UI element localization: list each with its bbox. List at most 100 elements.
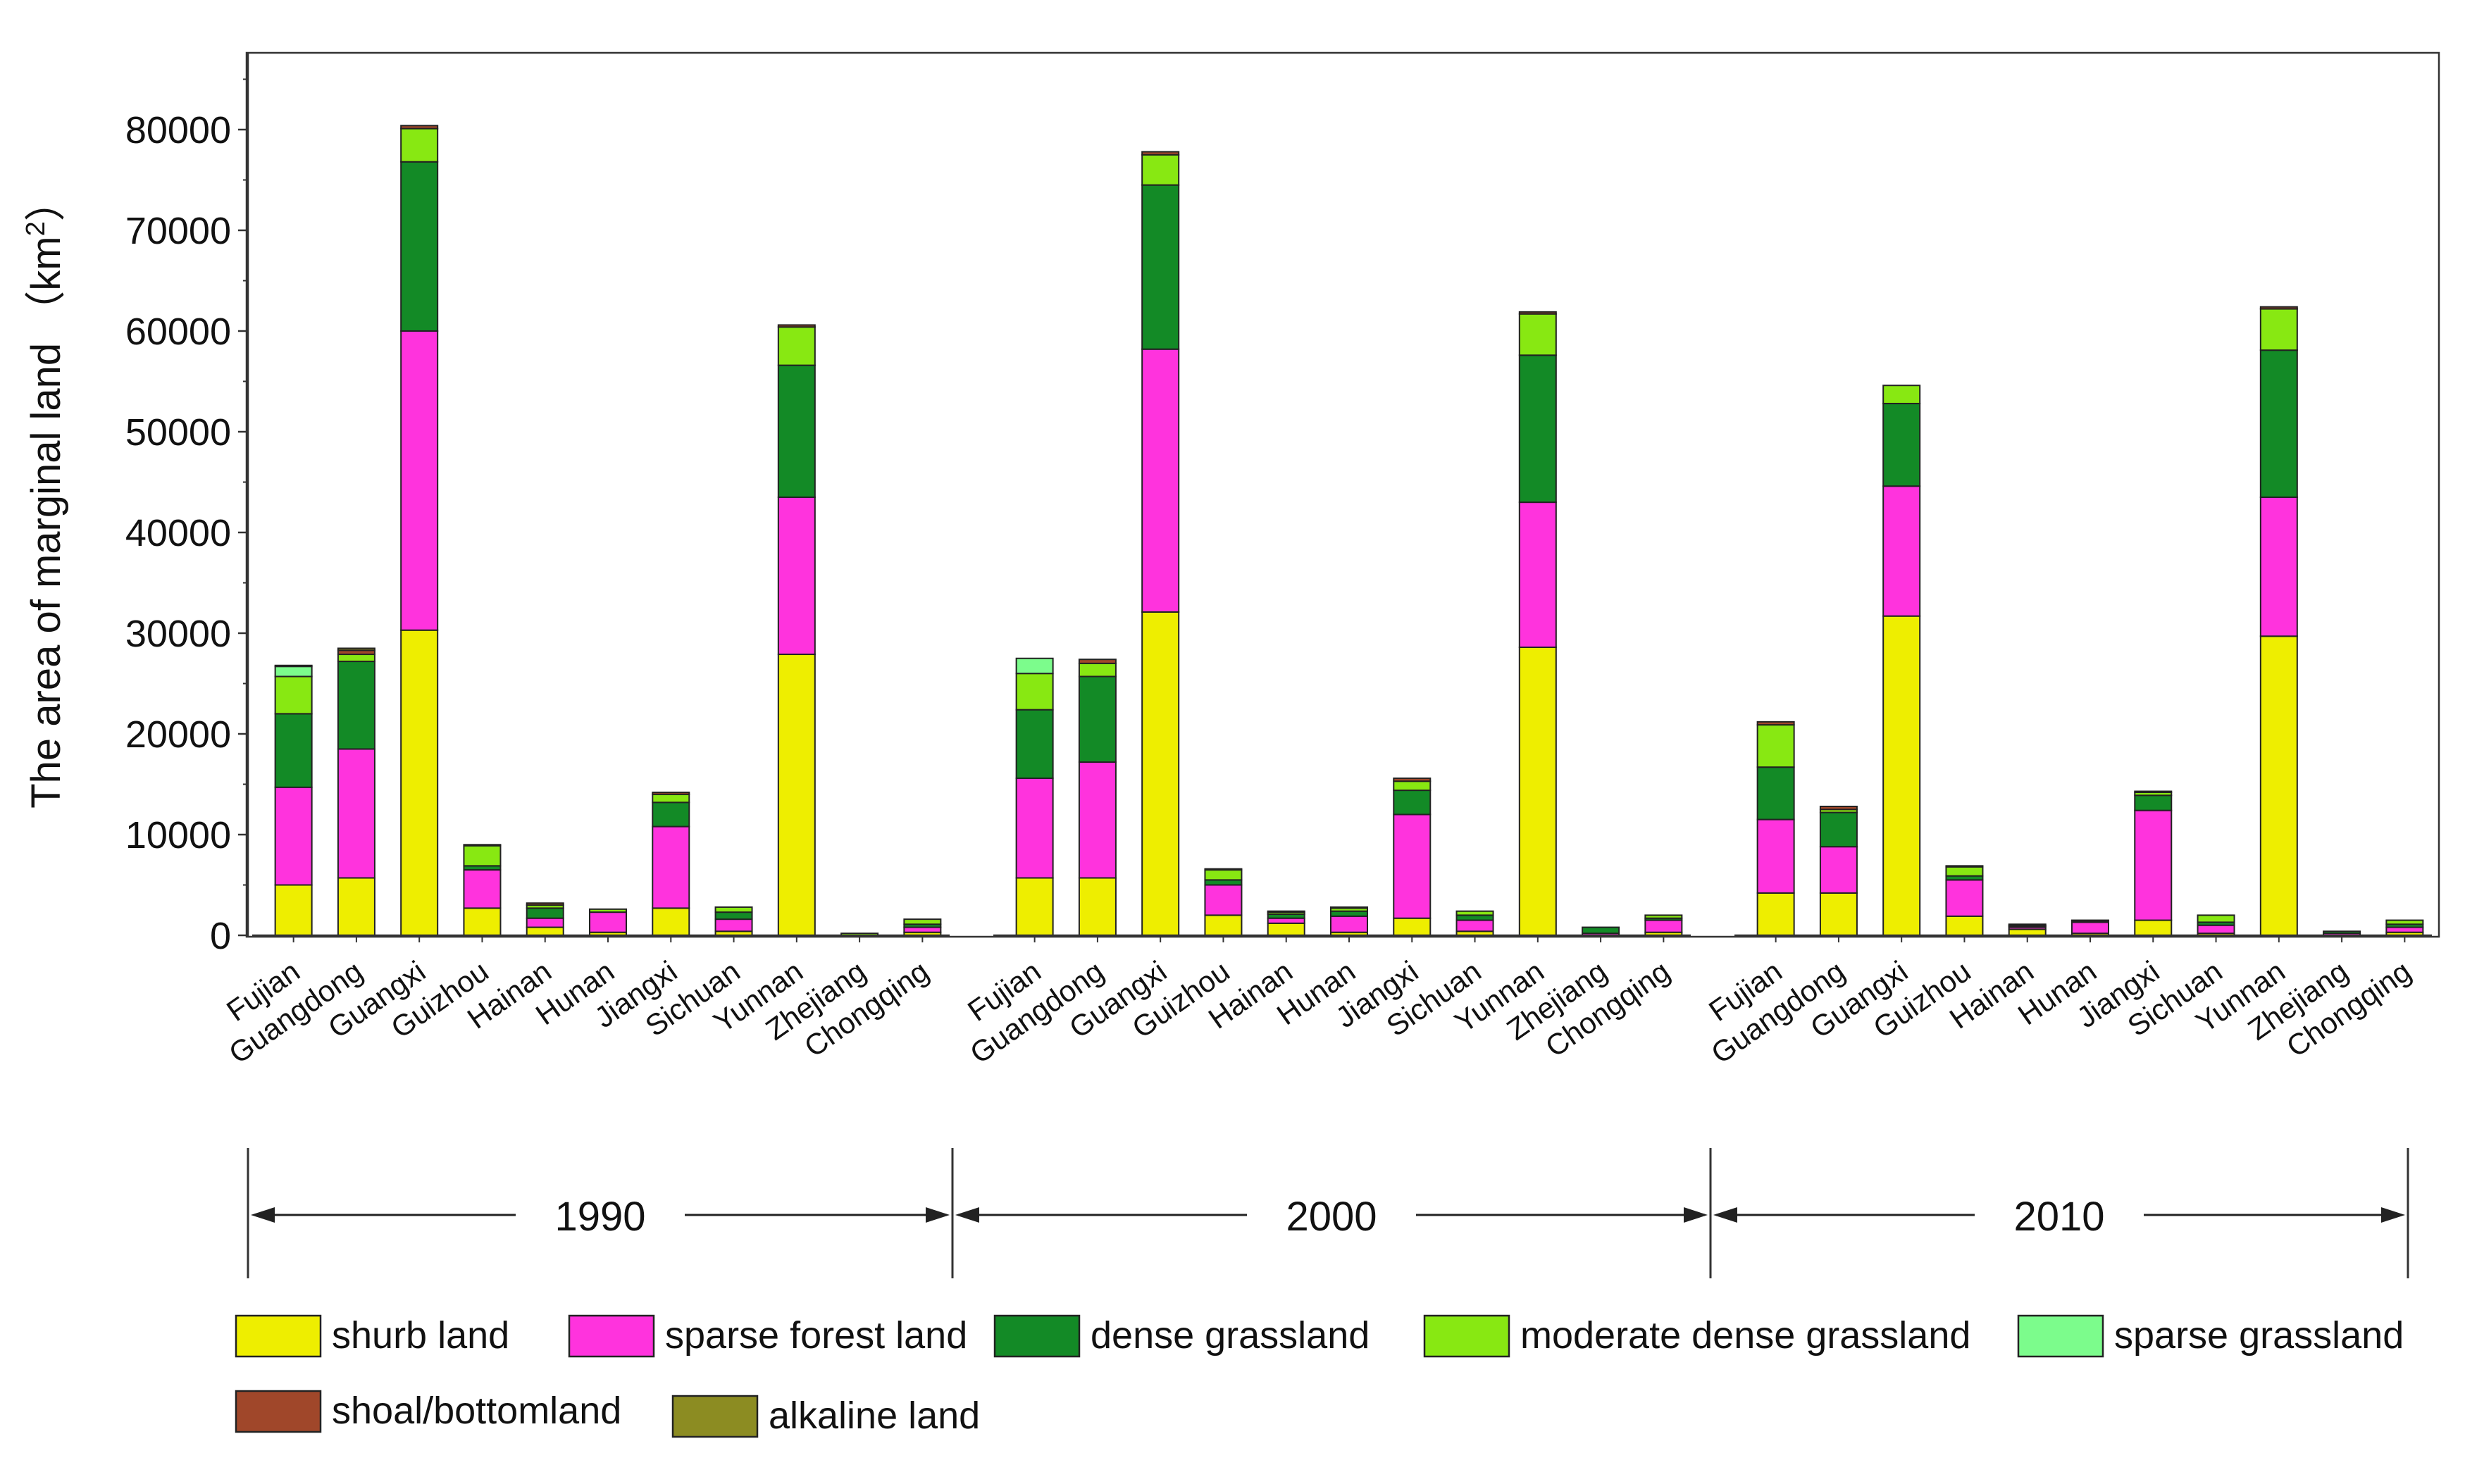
bar-segment-shurb-land: [1518, 647, 1557, 937]
bar-segment-moderate-dense-grassland: [1945, 866, 1984, 877]
year-label: 1990: [554, 1194, 645, 1240]
year-label: 2000: [1286, 1194, 1377, 1240]
y-tick-label: 50000: [125, 411, 231, 454]
bar-segment-shurb-land: [1882, 615, 1921, 936]
y-tick-label: 60000: [125, 311, 231, 353]
bar-segment-dense-grassland: [652, 802, 690, 828]
bar-segment-shoal-bottomland: [1393, 777, 1432, 782]
bar-segment-shoal-bottomland: [1330, 906, 1368, 909]
bar-segment-sparse-forest-land: [1518, 501, 1557, 649]
bar-segment-moderate-dense-grassland: [714, 906, 753, 914]
bar-segment-sparse-forest-land: [1015, 777, 1054, 879]
bar-segment-shoal-bottomland: [1518, 311, 1557, 315]
bar-segment-shoal-bottomland: [2008, 923, 2047, 926]
bar-segment-sparse-forest-land: [1882, 485, 1921, 617]
y-tick-label: 40000: [125, 512, 231, 554]
bar-segment-shurb-land: [777, 654, 816, 937]
bar-segment-moderate-dense-grassland: [1882, 385, 1921, 404]
bar-segment-sparse-forest-land: [1330, 915, 1368, 933]
bar-segment-moderate-dense-grassland: [2259, 308, 2298, 351]
legend-label: sparse forest land: [665, 1314, 967, 1357]
bar-segment-shurb-land: [1393, 917, 1432, 936]
bar-segment-moderate-dense-grassland: [1756, 724, 1795, 768]
bar-segment-shurb-land: [400, 629, 439, 937]
legend-swatch: [993, 1314, 1081, 1358]
bar-segment-dense-grassland: [1204, 879, 1243, 886]
bar-segment-shurb-land: [337, 877, 375, 936]
bar-segment-dense-grassland: [2134, 794, 2173, 811]
bar-segment-moderate-dense-grassland: [1644, 914, 1683, 919]
arrowhead: [1713, 1207, 1737, 1223]
bar-segment-sparse-forest-land: [1945, 879, 1984, 917]
bar-segment-sparse-forest-land: [463, 869, 502, 909]
bar-segment-shurb-land: [1204, 914, 1243, 937]
bar-segment-dense-grassland: [1882, 402, 1921, 487]
bar-segment-sparse-forest-land: [337, 748, 375, 879]
bar-segment-shoal-bottomland: [526, 902, 564, 906]
legend-label: sparse grassland: [2114, 1314, 2404, 1357]
bar-segment-sparse-forest-land: [2071, 921, 2109, 935]
y-tick-label: 0: [210, 915, 231, 957]
bar-segment-dense-grassland: [1819, 811, 1858, 848]
legend-label: shoal/bottomland: [332, 1390, 621, 1432]
bar-segment-moderate-dense-grassland: [652, 793, 690, 804]
arrowhead: [251, 1207, 275, 1223]
bar-segment-dense-grassland: [1582, 926, 1620, 935]
bar-segment-shurb-land: [2259, 635, 2298, 936]
legend-label: moderate dense grassland: [1520, 1314, 1970, 1357]
bar-segment-dense-grassland: [526, 907, 564, 919]
bar-segment-sparse-forest-land: [1455, 919, 1494, 933]
year-spans: 1990 2000 2010: [247, 1148, 2409, 1278]
y-tick-label: 20000: [125, 713, 231, 756]
bar-segment-shoal-bottomland: [1078, 659, 1117, 664]
bar-segment-dense-grassland: [1455, 914, 1494, 921]
legend-swatch: [2017, 1314, 2104, 1358]
bar-segment-moderate-dense-grassland: [274, 675, 313, 715]
bar-segment-shurb-land: [1267, 922, 1305, 936]
bar-segment-dense-grassland: [2323, 930, 2361, 935]
arrowhead: [1684, 1207, 1708, 1223]
bar-segment-shoal-bottomland: [2259, 306, 2298, 310]
bars: [274, 125, 2424, 937]
bar-segment-dense-grassland: [1756, 766, 1795, 821]
bar-segment-sparse-forest-land: [400, 330, 439, 631]
bar-segment-sparse-forest-land: [1644, 919, 1683, 933]
legend-label: shurb land: [332, 1314, 509, 1357]
bar-segment-sparse-forest-land: [777, 496, 816, 656]
bar-segment-shoal-bottomland: [1204, 868, 1243, 871]
bar-segment-sparse-grassland: [1015, 657, 1054, 675]
y-axis-title: The area of marginal land （km2）: [21, 180, 69, 809]
bar-segment-shoal-bottomland: [463, 844, 502, 847]
y-tick-label: 70000: [125, 210, 231, 252]
bar-segment-sparse-forest-land: [274, 786, 313, 886]
bar-segment-sparse-forest-land: [2134, 809, 2173, 921]
bar-segment-dense-grassland: [1330, 910, 1368, 917]
bar-segment-shoal-bottomland: [1141, 151, 1180, 156]
bar-segment-dense-grassland: [1518, 354, 1557, 504]
bar-segment-sparse-forest-land: [1267, 917, 1305, 924]
bar-segment-shoal-bottomland: [652, 791, 690, 795]
bar-segment-dense-grassland: [2259, 349, 2298, 498]
year-label: 2010: [2013, 1194, 2104, 1240]
y-axis: 0 10000 20000 30000 40000 50000 60000 70000 8000…: [125, 53, 249, 957]
bar-segment-shurb-land: [1078, 877, 1117, 936]
bar-segment-dense-grassland: [1015, 709, 1054, 779]
bar-segment-moderate-dense-grassland: [1015, 673, 1054, 711]
bar-segment-shurb-land: [526, 926, 564, 937]
bar-segment-sparse-forest-land: [2197, 924, 2235, 935]
plot-frame: [245, 51, 2440, 938]
bar-segment-sparse-forest-land: [1393, 813, 1432, 919]
bar-segment-moderate-dense-grassland: [2385, 919, 2424, 925]
bar-segment-sparse-forest-land: [652, 825, 690, 909]
bar-segment-shurb-land: [1141, 611, 1180, 936]
bar-segment-shurb-land: [652, 907, 690, 937]
y-tick-label: 10000: [125, 814, 231, 856]
bar-segment-sparse-forest-land: [1819, 846, 1858, 894]
bar-segment-shurb-land: [1819, 892, 1858, 936]
bar-segment-dense-grassland: [274, 713, 313, 788]
bar-segment-moderate-dense-grassland: [337, 654, 375, 663]
bar-segment-shoal-bottomland: [1267, 910, 1305, 914]
bar-segment-shoal-bottomland: [777, 324, 816, 328]
